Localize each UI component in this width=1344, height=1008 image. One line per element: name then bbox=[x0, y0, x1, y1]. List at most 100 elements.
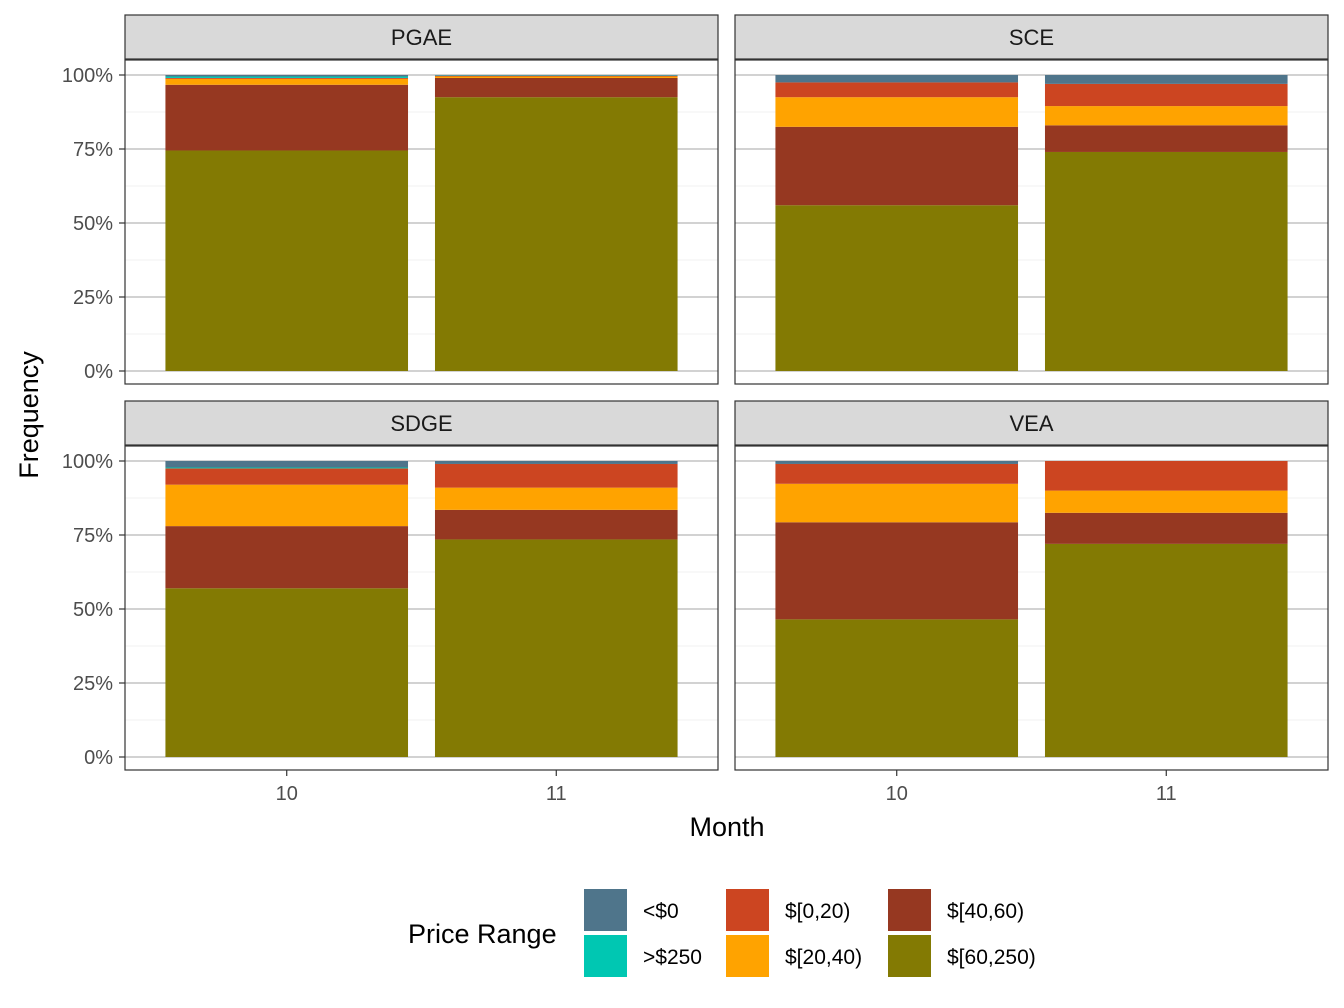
legend-label: $[0,20) bbox=[785, 900, 850, 923]
facet-strip bbox=[124, 400, 719, 446]
bar-segment-0 bbox=[434, 461, 678, 464]
facet-panel-sce: SCE bbox=[734, 14, 1329, 385]
bar-segment-60-250 bbox=[165, 150, 409, 371]
facet-panel-vea: VEA 10 11 bbox=[734, 400, 1329, 805]
bar-segment-40-60 bbox=[1044, 512, 1288, 544]
y-tick-label: 100% bbox=[62, 451, 113, 473]
legend-label: $[40,60) bbox=[947, 900, 1024, 923]
legend-item: <$0 bbox=[584, 889, 679, 931]
legend-item: >$250 bbox=[584, 935, 702, 977]
bar-segment-60-250 bbox=[775, 619, 1019, 757]
bar-stack-vea-11 bbox=[1044, 461, 1288, 757]
bar-segment-0-20 bbox=[165, 468, 409, 485]
legend-label: <$0 bbox=[643, 900, 679, 923]
bar-stack-sce-10 bbox=[775, 75, 1019, 371]
x-tick-label: 11 bbox=[1156, 783, 1177, 805]
legend: Price Range <$0 >$250 $[0,20) $[20,40) $[40,6… bbox=[408, 889, 1036, 977]
legend-key-swatch bbox=[888, 935, 931, 977]
y-tick-label: 75% bbox=[73, 139, 113, 161]
bar-segment-60-250 bbox=[434, 539, 678, 757]
facet-strip bbox=[124, 14, 719, 60]
bar-stack-pgae-10 bbox=[165, 75, 409, 371]
bar-segment-0 bbox=[775, 461, 1019, 464]
bar-segment-20-40 bbox=[434, 487, 678, 510]
bar-segment-0-20 bbox=[434, 463, 678, 488]
bar-segment-20-40 bbox=[775, 483, 1019, 523]
legend-label: $[60,250) bbox=[947, 946, 1036, 969]
y-tick-label: 50% bbox=[73, 599, 113, 621]
legend-label: >$250 bbox=[643, 946, 702, 969]
bar-segment-60-250 bbox=[1044, 543, 1288, 757]
bar-segment-0-20 bbox=[165, 77, 409, 79]
legend-key-swatch bbox=[888, 889, 931, 931]
bar-segment-20-40 bbox=[1044, 106, 1288, 126]
bar-segment-0 bbox=[165, 75, 409, 77]
legend-item: $[0,20) bbox=[726, 889, 850, 931]
legend-title: Price Range bbox=[408, 919, 557, 949]
bar-segment-40-60 bbox=[775, 126, 1019, 206]
facet-panel-pgae: PGAE 0% 25% 50% 75% 100% bbox=[62, 14, 719, 385]
facet-strip-label: VEA bbox=[1009, 411, 1053, 436]
y-tick-label: 50% bbox=[73, 213, 113, 235]
bar-stack-pgae-11 bbox=[434, 75, 678, 371]
bar-segment-20-40 bbox=[165, 78, 409, 85]
bar-segment-20-40 bbox=[165, 484, 409, 527]
legend-item: $[40,60) bbox=[888, 889, 1024, 931]
facet-strip bbox=[734, 14, 1329, 60]
y-tick-label: 0% bbox=[84, 361, 113, 383]
bar-segment-0 bbox=[775, 75, 1019, 83]
bar-stack-sdge-10 bbox=[165, 461, 409, 757]
x-tick-label: 11 bbox=[546, 783, 567, 805]
bar-segment-40-60 bbox=[775, 522, 1019, 620]
bar-segment-20-40 bbox=[775, 97, 1019, 127]
x-axis-title: Month bbox=[689, 812, 764, 842]
y-tick-label: 25% bbox=[73, 673, 113, 695]
legend-item: $[60,250) bbox=[888, 935, 1036, 977]
legend-label: $[20,40) bbox=[785, 946, 862, 969]
bar-segment-20-40 bbox=[1044, 490, 1288, 513]
bar-segment-40-60 bbox=[165, 84, 409, 151]
legend-key-swatch bbox=[584, 935, 627, 977]
bar-stack-vea-10 bbox=[775, 461, 1019, 757]
bar-segment-60-250 bbox=[775, 205, 1019, 371]
y-tick-label: 0% bbox=[84, 747, 113, 769]
bar-segment-250 bbox=[165, 467, 409, 469]
x-tick-label: 10 bbox=[276, 783, 298, 805]
bar-segment-0 bbox=[165, 461, 409, 468]
bar-segment-60-250 bbox=[165, 588, 409, 757]
y-tick-label: 25% bbox=[73, 287, 113, 309]
legend-key-swatch bbox=[584, 889, 627, 931]
bar-stack-sdge-11 bbox=[434, 461, 678, 757]
bar-segment-0-20 bbox=[775, 463, 1019, 484]
bar-segment-0-20 bbox=[775, 82, 1019, 98]
legend-key-swatch bbox=[726, 935, 769, 977]
bar-segment-60-250 bbox=[1044, 151, 1288, 371]
bar-segment-60-250 bbox=[434, 97, 678, 371]
bar-segment-0 bbox=[434, 75, 678, 76]
facet-strip bbox=[734, 400, 1329, 446]
bar-segment-250 bbox=[165, 76, 409, 78]
bar-segment-40-60 bbox=[434, 509, 678, 540]
bar-stack-sce-11 bbox=[1044, 75, 1288, 371]
facet-strip-label: SDGE bbox=[390, 411, 452, 436]
y-axis-title: Frequency bbox=[14, 351, 44, 479]
y-tick-label: 100% bbox=[62, 65, 113, 87]
bar-segment-0-20 bbox=[1044, 461, 1288, 491]
panel-border bbox=[734, 59, 1329, 385]
facet-strip-label: SCE bbox=[1009, 25, 1054, 50]
facet-strip-label: PGAE bbox=[391, 25, 452, 50]
bar-segment-0 bbox=[1044, 75, 1288, 84]
panel-border bbox=[124, 59, 719, 385]
y-tick-label: 75% bbox=[73, 525, 113, 547]
panel-border bbox=[124, 445, 719, 771]
bar-segment-0-20 bbox=[434, 75, 678, 77]
x-tick-label: 10 bbox=[886, 783, 908, 805]
bar-segment-40-60 bbox=[165, 526, 409, 589]
facet-panel-sdge: SDGE 0% 25% 50% 75% 100% 10 11 bbox=[62, 400, 719, 805]
legend-item: $[20,40) bbox=[726, 935, 862, 977]
bar-segment-40-60 bbox=[434, 77, 678, 98]
bar-segment-0-20 bbox=[1044, 83, 1288, 107]
bar-segment-20-40 bbox=[434, 76, 678, 78]
